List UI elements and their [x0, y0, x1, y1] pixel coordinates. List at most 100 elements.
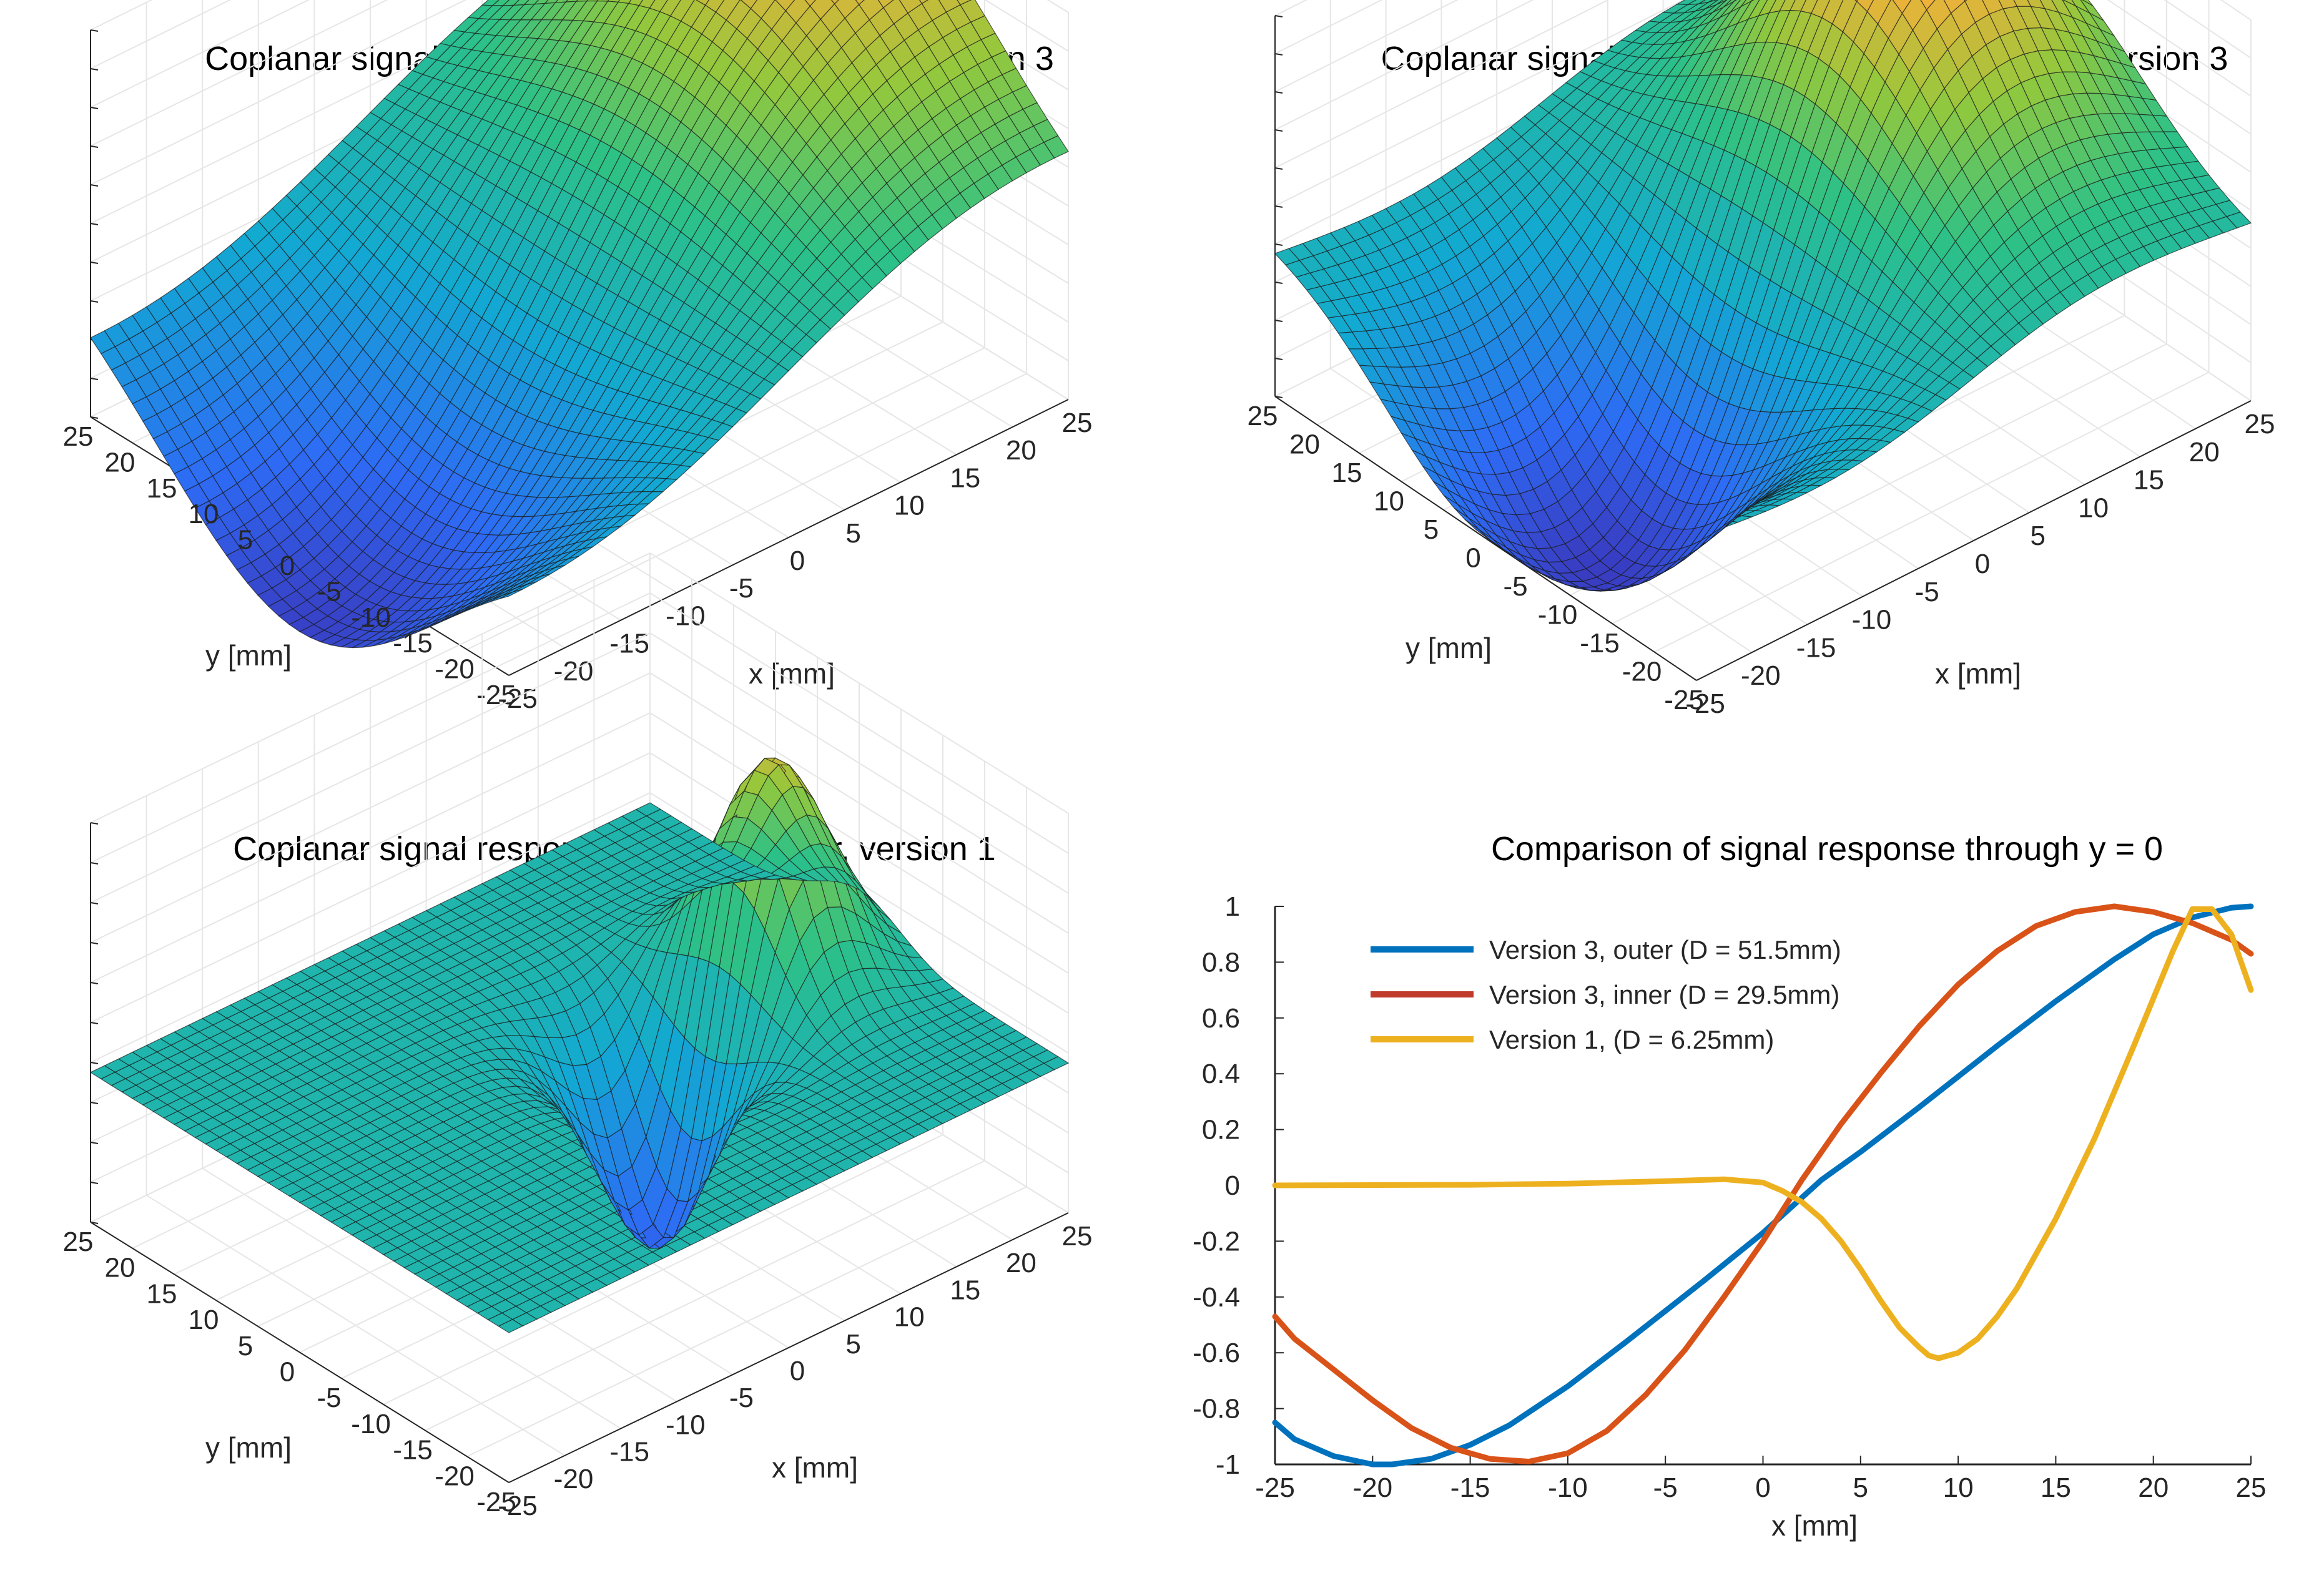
grid-line: [1274, 0, 1610, 169]
z-tick: [1274, 205, 1283, 208]
grid-line: [1274, 0, 1685, 207]
surface-cell: [2039, 0, 2060, 13]
y-tick-label: 5: [238, 525, 253, 556]
z-tick: [1274, 53, 1283, 56]
y-axis: [1274, 396, 1697, 681]
y-tick-label: -10: [351, 602, 391, 633]
y-tick-label: -20: [435, 654, 475, 685]
z-tick: [90, 1142, 99, 1144]
grid-line: [2164, 0, 2252, 59]
z-tick: [90, 29, 99, 32]
x-axis: [1696, 400, 2252, 681]
y-tick-label: -5: [317, 576, 341, 607]
y-tick-label: -10: [1538, 600, 1578, 630]
surface-panel-inner-v3: Coplanar signal response of inner gradio…: [1248, 0, 2275, 719]
y-tick-label: -5: [1503, 571, 1527, 602]
surface-cell: [2071, 0, 2090, 14]
z-tick: [90, 902, 99, 904]
y-tick-label: 10: [189, 499, 219, 529]
surface-cell: [2051, 0, 2074, 18]
surface-cell: [2027, 0, 2046, 9]
y-tick-label: -20: [1622, 657, 1662, 687]
y-tick-label: 15: [1332, 458, 1362, 488]
z-tick: [90, 223, 99, 225]
x-tick-label: -10: [666, 600, 706, 631]
z-tick: [1274, 91, 1283, 94]
x-tick-label: -5: [729, 573, 754, 604]
z-tick: [1274, 320, 1283, 322]
x-tick-label: 20: [2189, 437, 2220, 468]
x-tick-label: -20: [1741, 660, 1781, 691]
x-tick-label: 25: [1062, 408, 1093, 438]
x-tick-label: 20: [1006, 435, 1036, 466]
x-tick-label: 5: [2031, 521, 2046, 551]
grid-line: [2051, 0, 2252, 135]
surface-cell: [804, 0, 816, 7]
z-tick: [90, 942, 99, 944]
surface-cell: [830, 0, 839, 5]
y-tick-label: -15: [1580, 628, 1620, 659]
surface-cell: [2082, 0, 2094, 6]
surface-cell: [855, 0, 865, 6]
y-tick-label: 5: [1424, 514, 1439, 545]
x-axis: [508, 399, 1069, 676]
y-tick-label: -15: [393, 628, 433, 659]
y-tick-label: 20: [105, 447, 135, 478]
grid-line: [2107, 0, 2252, 97]
y-tick-label: 25: [63, 421, 94, 452]
z-tick: [90, 145, 99, 148]
z-tick: [90, 1102, 99, 1104]
surface-mesh: [1274, 0, 2252, 592]
x-tick-label: 15: [2134, 465, 2164, 496]
z-tick: [90, 68, 99, 71]
z-tick: [90, 822, 99, 825]
grid-line: [90, 0, 310, 108]
grid-line: [90, 0, 232, 69]
x-axis-label: x [mm]: [1935, 657, 2021, 690]
z-tick: [90, 378, 99, 380]
grid-line: [1274, 0, 1383, 54]
x-tick-label: 0: [1975, 549, 1990, 579]
x-tick-label: -5: [1915, 577, 1939, 607]
z-tick: [1274, 167, 1283, 170]
z-tick: [90, 1022, 99, 1024]
tick-labels: -25-20-15-10-505101520252520151050-5-10-…: [63, 408, 1093, 714]
z-tick: [1274, 282, 1283, 284]
grid-line: [1274, 0, 1534, 130]
x-tick-label: 15: [950, 463, 980, 493]
z-tick: [90, 262, 99, 264]
z-tick: [90, 982, 99, 984]
y-tick-label: -25: [476, 680, 516, 710]
x-tick-label: -20: [554, 656, 594, 687]
y-axis-label: y [mm]: [205, 639, 292, 672]
z-tick: [90, 1182, 99, 1184]
z-tick: [90, 107, 99, 109]
y-tick-label: 0: [280, 551, 295, 581]
grid-line: [90, 0, 545, 224]
y-tick-label: 20: [1289, 429, 1320, 460]
y-tick-label: 25: [1248, 401, 1278, 431]
z-tick: [1274, 15, 1283, 17]
surface-cell: [957, 0, 972, 6]
surface-panel-v1: Coplanar signal response of gradiometer,…: [63, 552, 1092, 1521]
z-tick: [1274, 129, 1283, 132]
y-axis-label: y [mm]: [1406, 632, 1492, 664]
x-tick-label: -25: [498, 684, 538, 714]
z-tick: [90, 300, 99, 303]
y-tick-label: 15: [147, 473, 177, 504]
y-tick-label: 10: [1374, 486, 1404, 517]
x-tick-label: -10: [1852, 605, 1892, 635]
surface-mesh: [90, 0, 1069, 649]
x-tick-label: -15: [609, 629, 649, 659]
z-tick: [1274, 358, 1283, 360]
z-tick: [90, 862, 99, 865]
x-tick-label: 10: [894, 491, 925, 521]
x-tick-label: 25: [2245, 409, 2275, 439]
x-tick-label: 0: [790, 546, 805, 576]
x-tick-label: -15: [1796, 632, 1836, 663]
x-tick-label: 5: [845, 518, 860, 549]
surface-cell: [877, 0, 894, 9]
surface-cell: [90, 330, 116, 355]
grid-line: [1274, 0, 1459, 92]
